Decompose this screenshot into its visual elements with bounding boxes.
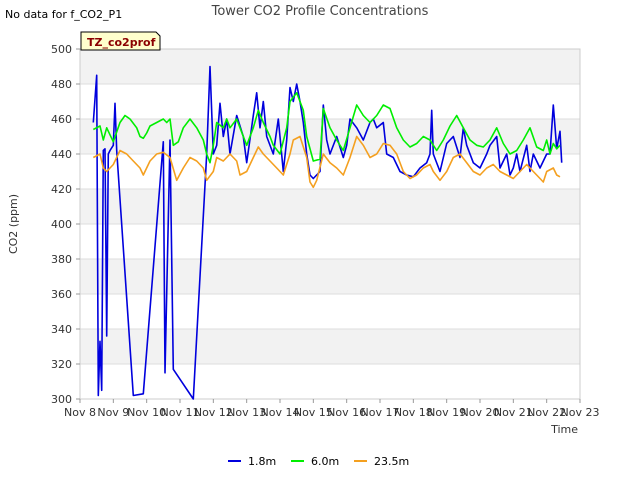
x-tick-label: Nov 19: [427, 406, 466, 419]
legend-label: 6.0m: [311, 455, 339, 468]
legend: 1.8m 6.0m 23.5m: [228, 455, 409, 468]
grid-band: [80, 259, 580, 294]
y-tick-label: 360: [51, 288, 72, 301]
series-line-6.0m: [92, 92, 561, 164]
x-tick-label: Nov 14: [261, 406, 300, 419]
y-tick-label: 400: [51, 218, 72, 231]
x-tick-label: Nov 9: [97, 406, 129, 419]
x-tick-label: Nov 20: [461, 406, 500, 419]
grid-band: [80, 84, 580, 119]
series-lines: [92, 65, 563, 400]
grid-band: [80, 189, 580, 224]
y-axis-label: CO2 (ppm): [7, 194, 20, 254]
y-tick-label: 460: [51, 113, 72, 126]
y-tick-label: 300: [51, 393, 72, 406]
y-tick-label: 480: [51, 78, 72, 91]
series-line-23.5m: [92, 135, 561, 189]
grid-band: [80, 364, 580, 399]
chart-title: Tower CO2 Profile Concentrations: [211, 4, 429, 19]
y-tick-label: 380: [51, 253, 72, 266]
grid-band: [80, 329, 580, 364]
legend-item: 6.0m: [291, 455, 339, 468]
legend-item: 23.5m: [354, 455, 409, 468]
dataset-badge: TZ_co2prof: [80, 31, 161, 51]
y-tick-label: 420: [51, 183, 72, 196]
grid-band: [80, 49, 580, 84]
plot-background: [80, 48, 580, 400]
x-tick-label: Nov 17: [361, 406, 400, 419]
x-tick-label: Nov 12: [194, 406, 233, 419]
x-tick-label: Nov 15: [294, 406, 333, 419]
y-tick-label: 320: [51, 358, 72, 371]
x-tick-label: Nov 13: [227, 406, 266, 419]
x-tick-label: Nov 18: [394, 406, 433, 419]
dataset-badge-label: TZ_co2prof: [87, 36, 156, 49]
no-data-notice: No data for f_CO2_P1: [5, 8, 123, 21]
legend-item: 1.8m: [228, 455, 276, 468]
x-tick-label: Nov 10: [127, 406, 166, 419]
y-axis: 300 320 340 360 380 400 420 440 460 480 500: [51, 43, 80, 406]
y-tick-label: 500: [51, 43, 72, 56]
grid-band: [80, 294, 580, 329]
x-tick-label: Nov 11: [161, 406, 200, 419]
x-tick-label: Nov 21: [494, 406, 533, 419]
x-tick-label: Nov 23: [561, 406, 600, 419]
y-tick-label: 340: [51, 323, 72, 336]
x-tick-label: Nov 22: [527, 406, 566, 419]
series-line-1.8m: [92, 65, 563, 400]
legend-label: 1.8m: [248, 455, 276, 468]
y-tick-label: 440: [51, 148, 72, 161]
x-tick-label: Nov 8: [64, 406, 96, 419]
x-axis-label: Time: [550, 423, 578, 436]
x-tick-label: Nov 16: [327, 406, 366, 419]
legend-label: 23.5m: [374, 455, 409, 468]
